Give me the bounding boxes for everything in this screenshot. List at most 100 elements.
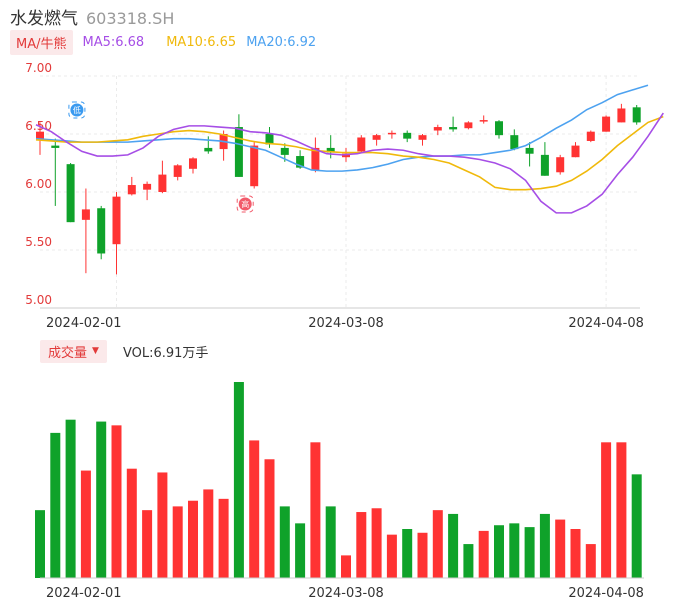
date-axis-tick-label: 2024-02-01 — [46, 316, 122, 331]
candle-body — [586, 131, 595, 141]
volume-bar — [463, 544, 474, 578]
volume-bar — [539, 513, 550, 578]
candle-body — [495, 121, 503, 136]
candle-body — [571, 145, 580, 158]
price-axis-tick-label: 5.50 — [25, 235, 52, 249]
ma20-line — [35, 84, 649, 172]
volume-bar — [188, 500, 198, 578]
ma10-line — [35, 115, 664, 191]
candle-body — [464, 122, 473, 129]
ma10-legend-label: MA10:6.65 — [166, 34, 237, 50]
volume-indicator-selector[interactable]: 成交量 ▼ — [40, 339, 107, 363]
volume-bar — [65, 419, 76, 578]
volume-bar — [371, 508, 382, 578]
volume-bar — [478, 530, 489, 578]
candle-body — [204, 147, 213, 152]
marker-glyph: 低 — [73, 105, 81, 115]
volume-bar — [494, 525, 504, 578]
marker-frame — [68, 101, 86, 119]
candle-body — [449, 127, 458, 130]
volume-bar — [126, 468, 137, 578]
candle-body — [342, 153, 350, 158]
candle-body — [250, 145, 259, 187]
candle-body — [280, 147, 289, 155]
candle-body — [173, 165, 182, 177]
candle-body — [357, 137, 366, 152]
volume-bar — [601, 442, 612, 578]
volume-value-label: VOL:6.91万手 — [122, 345, 209, 361]
ma5-legend-label: MA5:6.68 — [82, 34, 145, 50]
volume-bar — [264, 459, 275, 578]
candle-body — [403, 132, 412, 139]
date-axis-tick-label: 2024-02-01 — [46, 586, 122, 601]
volume-bar — [310, 442, 321, 578]
candle-body — [510, 135, 519, 150]
volume-bar — [402, 529, 413, 578]
volume-bar — [509, 523, 520, 578]
volume-bar — [524, 527, 535, 578]
low-price-marker-icon: 低 — [68, 101, 86, 119]
candle-body — [311, 147, 320, 170]
candle-body — [97, 208, 106, 254]
volume-selector-label: 成交量 — [48, 345, 88, 361]
volume-bar — [203, 489, 214, 578]
marker-badge — [70, 103, 84, 117]
candle-body — [372, 135, 381, 140]
stock-header: 水发燃气 603318.SH — [10, 4, 175, 29]
volume-bar — [249, 440, 260, 578]
volume-bar — [80, 470, 91, 578]
volume-bar — [570, 529, 581, 578]
candle-body — [66, 164, 75, 223]
candle-body — [525, 147, 534, 154]
volume-bar — [432, 510, 443, 578]
candle-body — [556, 157, 565, 173]
volume-bar — [218, 498, 229, 578]
ma20-legend-label: MA20:6.92 — [246, 34, 317, 50]
price-axis-tick-label: 7.00 — [25, 61, 52, 75]
candle-body — [387, 132, 396, 135]
price-axis-tick-label: 6.00 — [25, 177, 52, 191]
candle-body — [189, 158, 197, 169]
candle-body — [433, 127, 442, 131]
date-axis-tick-label: 2024-04-08 — [568, 316, 644, 331]
volume-bar — [233, 382, 244, 578]
volume-bar — [279, 506, 290, 578]
date-axis-tick-label: 2024-03-08 — [308, 586, 384, 601]
marker-badge — [238, 197, 252, 211]
volume-bar — [142, 510, 153, 578]
volume-bar — [341, 555, 351, 578]
candle-body — [112, 196, 121, 245]
volume-bar — [356, 512, 367, 578]
candle-body — [540, 154, 549, 176]
ma-indicator-selector[interactable]: MA/牛熊 — [10, 29, 73, 55]
stock-code: 603318.SH — [86, 9, 175, 28]
marker-glyph: 高 — [241, 199, 249, 209]
candle-body — [296, 156, 305, 168]
volume-bar — [111, 425, 122, 578]
high-price-marker-icon: 高 — [236, 195, 254, 213]
volume-bar — [386, 534, 397, 578]
candlestick-series — [36, 103, 641, 275]
volume-bar — [631, 474, 642, 578]
volume-bar — [616, 442, 627, 578]
volume-bar — [157, 472, 168, 578]
volume-series — [35, 382, 642, 578]
date-axis-tick-label: 2024-04-08 — [568, 586, 644, 601]
candle-body — [265, 134, 274, 145]
volume-bar — [172, 506, 183, 578]
candle-body — [36, 131, 44, 140]
volume-bar — [50, 432, 61, 578]
volume-legend: 成交量 ▼ VOL:6.91万手 — [40, 339, 209, 363]
dropdown-triangle-icon: ▼ — [92, 346, 99, 356]
price-axis-tick-label: 5.00 — [25, 293, 52, 307]
stock-name: 水发燃气 — [10, 9, 78, 29]
candle-body — [479, 120, 488, 122]
candle-body — [617, 108, 626, 123]
ma-legend: MA/牛熊 MA5:6.68 MA10:6.65 MA20:6.92 — [10, 29, 316, 55]
ma5-line — [35, 112, 664, 214]
volume-bar — [35, 510, 45, 578]
candle-body — [418, 135, 427, 140]
candle-body — [602, 116, 611, 132]
date-axis-tick-label: 2024-03-08 — [308, 316, 384, 331]
